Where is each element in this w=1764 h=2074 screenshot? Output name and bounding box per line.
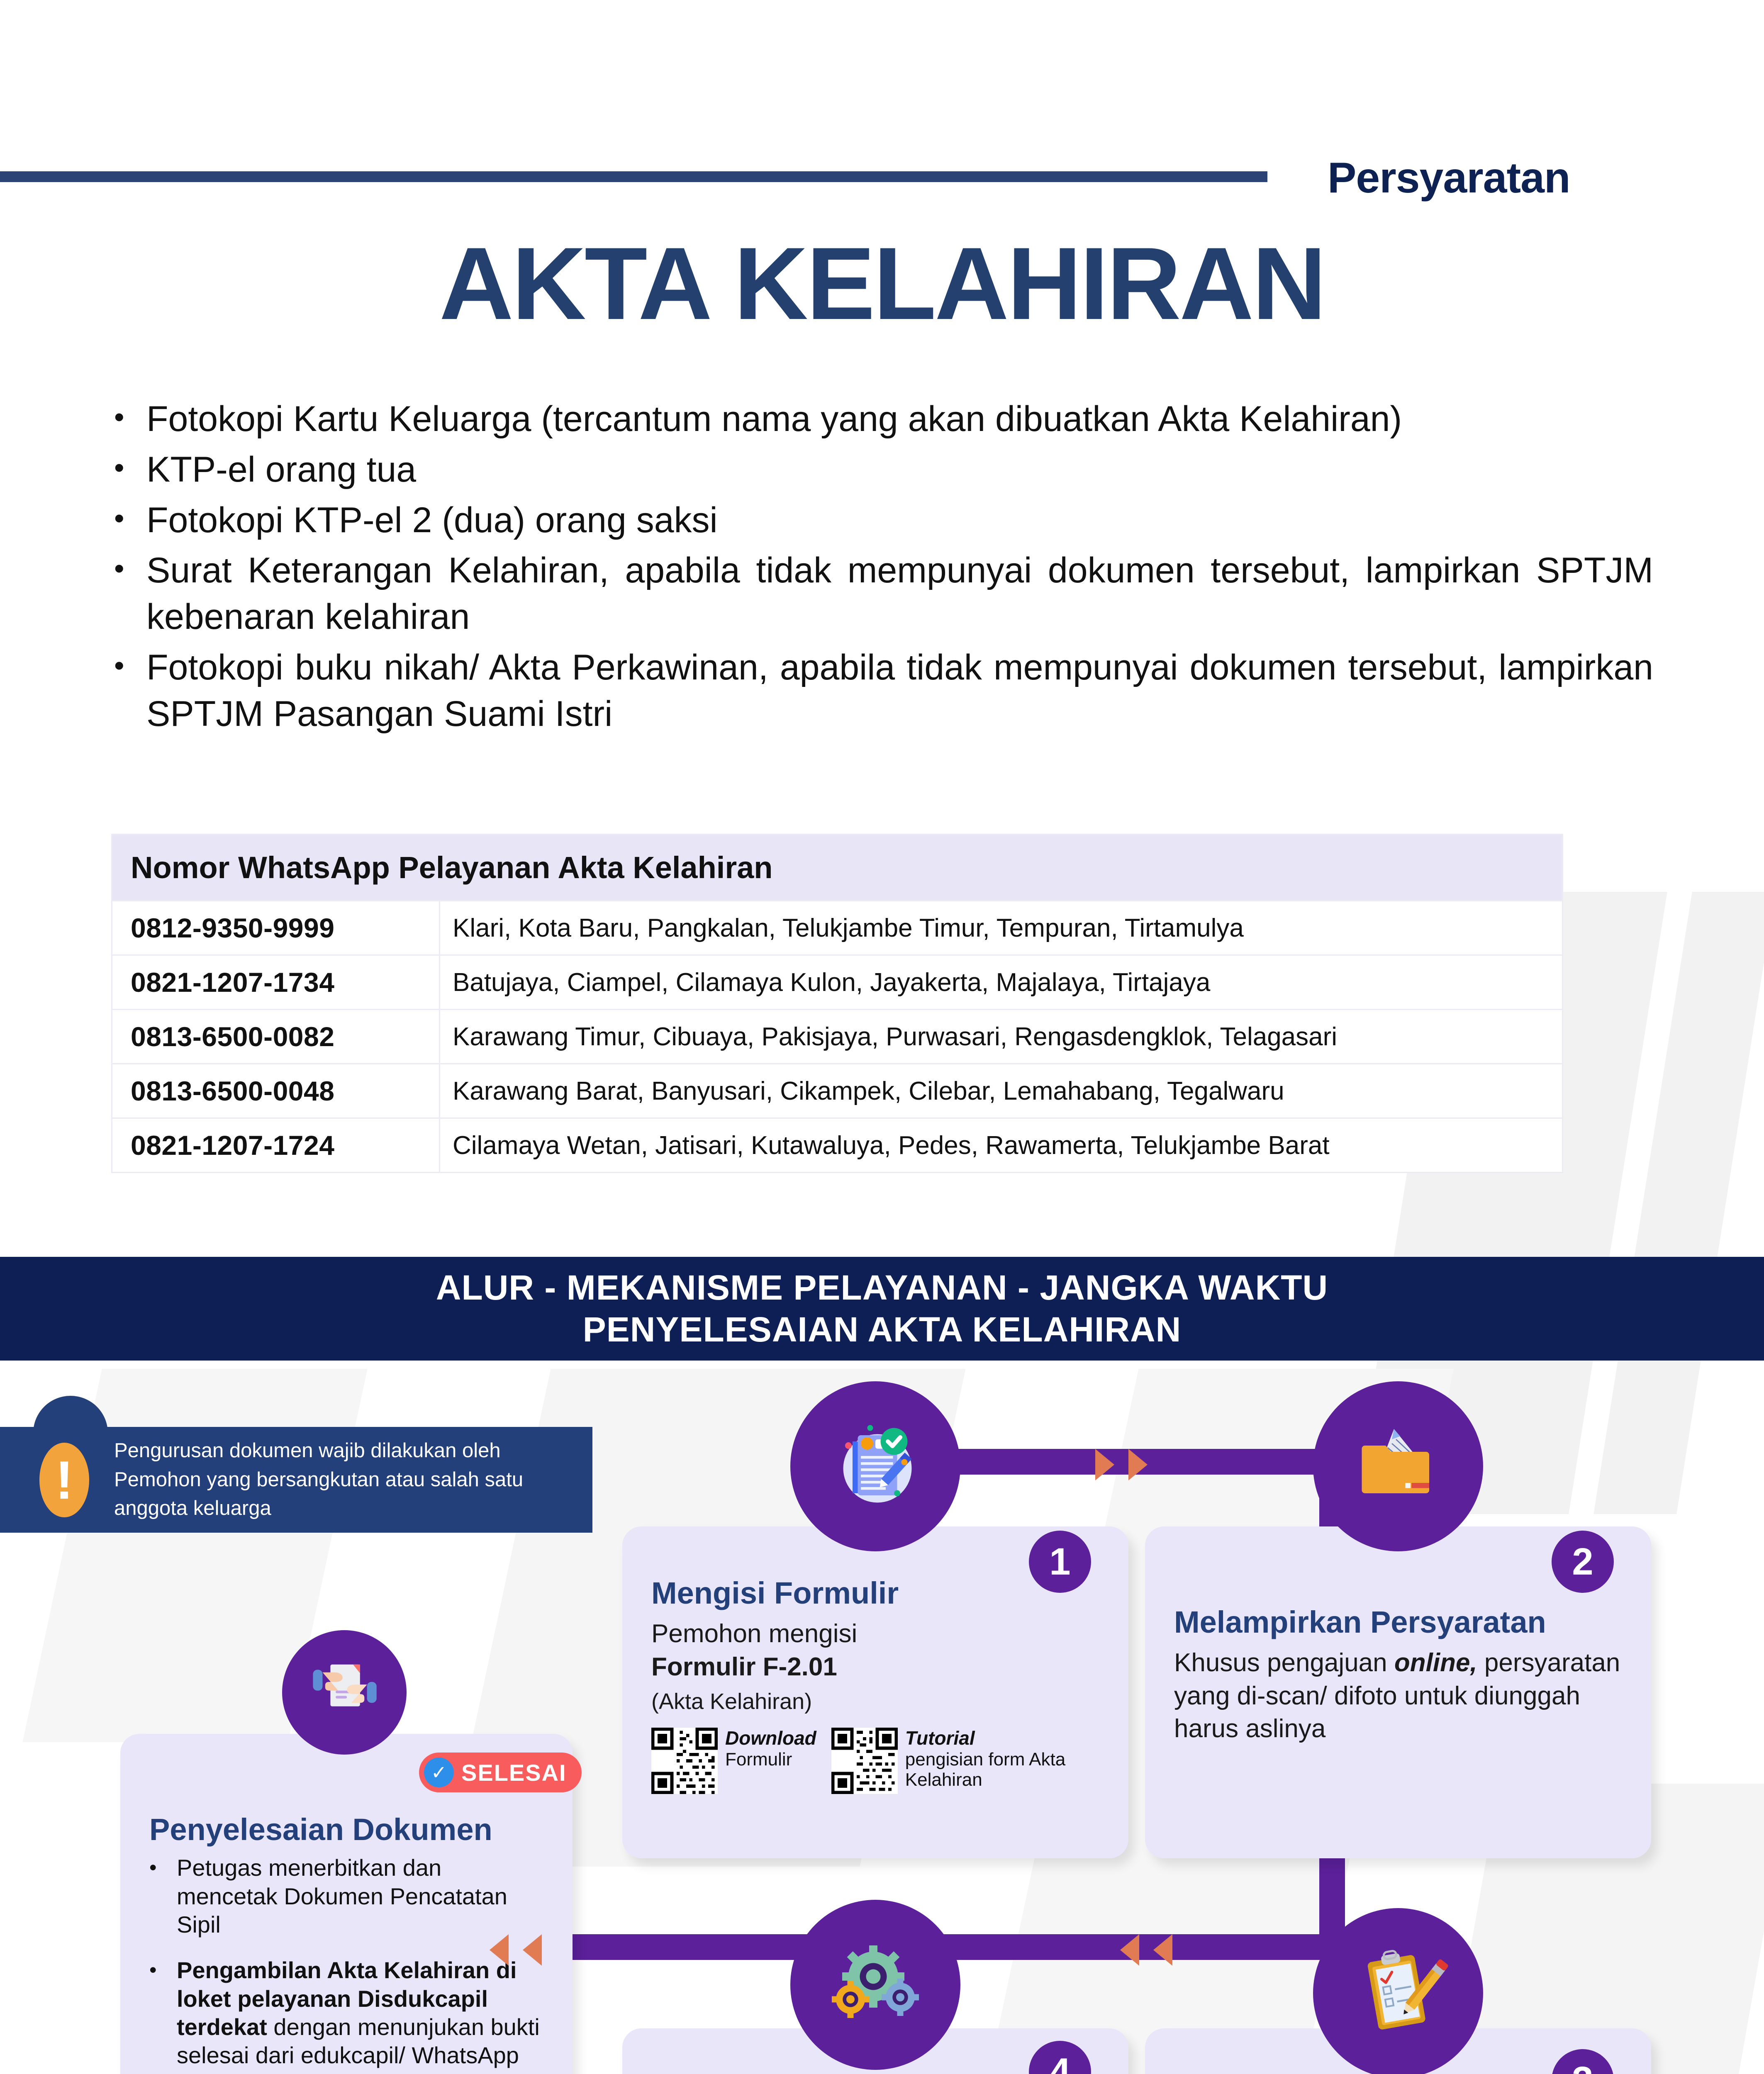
step-body-line3: (Akta Kelahiran) (651, 1689, 812, 1714)
step-body-form-code: Formulir F-2.01 (651, 1652, 837, 1681)
chevron-left-icon (523, 1934, 542, 1966)
background-swoosh (1593, 892, 1764, 1514)
chevron-right-icon (1128, 1449, 1148, 1480)
bullet-icon: • (114, 451, 124, 484)
list-item: • Fotokopi buku nikah/ Akta Perkawinan, … (114, 645, 1653, 738)
requirement-text: Fotokopi KTP-el 2 (dua) orang saksi (146, 500, 718, 540)
step-body-line1: Pemohon mengisi (651, 1619, 858, 1648)
done-bullet-text: Pengambilan Akta Kelahiran di loket pela… (177, 1956, 548, 2074)
whatsapp-number[interactable]: 0813-6500-0082 (111, 1009, 440, 1064)
whatsapp-number[interactable]: 0812-9350-9999 (111, 900, 440, 956)
form-document-icon (790, 1381, 960, 1551)
chevron-left-icon (1120, 1934, 1139, 1966)
done-bullet-rest: dengan menunjukan bukti selesai dari edu… (177, 2013, 540, 2074)
done-bullet-text: Petugas menerbitkan dan mencetak Dokumen… (177, 1855, 507, 1938)
table-row: 0821-1207-1734 Batujaya, Ciampel, Cilama… (111, 954, 1563, 1010)
bullet-icon: • (114, 401, 124, 433)
requirement-text: Fotokopi Kartu Keluarga (tercantum nama … (146, 399, 1402, 439)
table-row: 0812-9350-9999 Klari, Kota Baru, Pangkal… (111, 900, 1563, 956)
flow-section-banner: ALUR - MEKANISME PELAYANAN - JANGKA WAKT… (0, 1257, 1764, 1361)
qr-download-label: Download (725, 1727, 816, 1749)
coverage-areas: Klari, Kota Baru, Pangkalan, Telukjambe … (439, 900, 1563, 956)
bullet-icon: • (149, 1856, 157, 1879)
step-number-badge: 1 (1029, 1531, 1091, 1593)
status-badge-label: SELESAI (461, 1759, 567, 1786)
qr-download-block[interactable]: Download Formulir (651, 1728, 816, 1794)
whatsapp-number[interactable]: 0821-1207-1734 (111, 954, 440, 1010)
bullet-icon: • (114, 501, 124, 534)
step-title: Penyelesaian Dokumen (149, 1812, 492, 1847)
whatsapp-number[interactable]: 0821-1207-1724 (111, 1117, 440, 1173)
coverage-areas: Cilamaya Wetan, Jatisari, Kutawaluya, Pe… (439, 1117, 1563, 1173)
check-icon: ✓ (424, 1758, 454, 1787)
coverage-areas: Batujaya, Ciampel, Cilamaya Kulon, Jayak… (439, 954, 1563, 1010)
table-row: 0821-1207-1724 Cilamaya Wetan, Jatisari,… (111, 1117, 1563, 1173)
list-item: • Fotokopi Kartu Keluarga (tercantum nam… (114, 396, 1653, 443)
folder-documents-icon (1313, 1381, 1483, 1551)
done-bullet-bold: Pengambilan Akta Kelahiran di loket pela… (177, 1957, 517, 2040)
list-item: • KTP-el orang tua (114, 447, 1653, 493)
header-divider-rule (0, 171, 1267, 182)
chevron-right-icon (1095, 1449, 1114, 1480)
coverage-areas: Karawang Timur, Cibuaya, Pakisjaya, Purw… (439, 1009, 1563, 1064)
chevron-left-icon (490, 1934, 509, 1966)
table-row: 0813-6500-0082 Karawang Timur, Cibuaya, … (111, 1009, 1563, 1064)
list-item: • Fotokopi KTP-el 2 (dua) orang saksi (114, 497, 1653, 544)
step-body: Khusus pengajuan online, persyaratan yan… (1174, 1646, 1622, 1745)
flow-connector-middle (573, 1934, 1361, 1960)
step-body-emphasis: online, (1394, 1648, 1477, 1677)
qr-code-download-icon[interactable] (651, 1728, 718, 1794)
step-title: Mengisi Formulir (651, 1576, 899, 1610)
gears-process-icon (790, 1900, 960, 2070)
page-title: AKTA KELAHIRAN (439, 226, 1326, 341)
whatsapp-numbers-table: Nomor WhatsApp Pelayanan Akta Kelahiran … (111, 834, 1563, 1173)
step-title: Melampirkan Persyaratan (1174, 1605, 1546, 1639)
requirement-text: Fotokopi buku nikah/ Akta Perkawinan, ap… (146, 647, 1653, 734)
requirement-text: KTP-el orang tua (146, 449, 417, 489)
flow-banner-line1: ALUR - MEKANISME PELAYANAN - JANGKA WAKT… (436, 1268, 1328, 1307)
qr-tutorial-label: Tutorial (905, 1727, 975, 1749)
bullet-icon: • (114, 552, 124, 585)
qr-tutorial-sublabel: pengisian form Akta Kelahiran (905, 1749, 1066, 1790)
step-body-pre: Khusus pengajuan (1174, 1648, 1394, 1677)
step-number-badge: 2 (1552, 1531, 1614, 1593)
list-item: • Pengambilan Akta Kelahiran di loket pe… (149, 1956, 548, 2074)
flow-banner-line2: PENYELESAIAN AKTA KELAHIRAN (582, 1310, 1182, 1349)
qr-download-sublabel: Formulir (725, 1749, 792, 1770)
qr-code-row: Download Formulir (651, 1728, 1099, 1794)
list-item: • Surat Keterangan Kelahiran, apabila ti… (114, 548, 1653, 640)
qr-tutorial-block[interactable]: Tutorial pengisian form Akta Kelahiran (831, 1728, 1099, 1794)
qr-code-tutorial-icon[interactable] (831, 1728, 898, 1794)
status-badge: ✓ SELESAI (419, 1753, 582, 1792)
notice-text: Pengurusan dokumen wajib dilakukan oleh … (114, 1439, 524, 1520)
table-row: 0813-6500-0048 Karawang Barat, Banyusari… (111, 1063, 1563, 1119)
whatsapp-number[interactable]: 0813-6500-0048 (111, 1063, 440, 1119)
bullet-icon: • (114, 649, 124, 682)
coverage-areas: Karawang Barat, Banyusari, Cikampek, Cil… (439, 1063, 1563, 1119)
table-header-label: Nomor WhatsApp Pelayanan Akta Kelahiran (111, 834, 1563, 901)
bullet-icon: • (149, 1958, 157, 1982)
exclamation-icon: ! (39, 1442, 89, 1517)
chevron-left-icon (1153, 1934, 1172, 1966)
requirement-text: Surat Keterangan Kelahiran, apabila tida… (146, 550, 1653, 637)
notice-box: ! Pengurusan dokumen wajib dilakukan ole… (0, 1427, 592, 1533)
table-header-row: Nomor WhatsApp Pelayanan Akta Kelahiran (111, 834, 1563, 901)
list-item: • Petugas menerbitkan dan mencetak Dokum… (149, 1854, 548, 1939)
header-kicker: Persyaratan (1328, 154, 1571, 202)
flow-connector-top (904, 1449, 1344, 1475)
handover-document-icon (282, 1630, 407, 1755)
clipboard-checklist-icon (1313, 1908, 1483, 2074)
requirements-list: • Fotokopi Kartu Keluarga (tercantum nam… (114, 396, 1653, 742)
